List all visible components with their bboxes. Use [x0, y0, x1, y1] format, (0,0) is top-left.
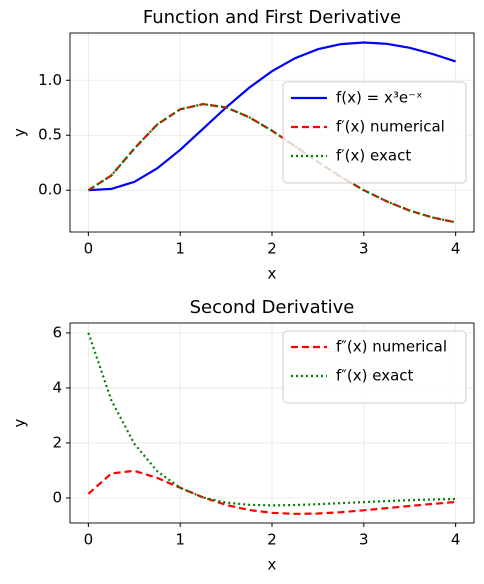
legend-label: f(x) = x³e⁻ˣ [336, 89, 423, 107]
x-tick-label: 3 [359, 240, 369, 258]
legend-label: f′(x) exact [336, 147, 411, 165]
x-tick-label: 0 [84, 240, 94, 258]
x-tick-label: 2 [267, 240, 277, 258]
x-tick-label: 3 [359, 531, 369, 549]
series-line [87, 332, 456, 507]
plot-frame [69, 322, 475, 524]
x-tick-label: 2 [267, 531, 277, 549]
x-tick-label: 1 [175, 531, 185, 549]
x-tick-label: 4 [451, 531, 461, 549]
chart-title: Second Derivative [190, 297, 355, 318]
y-axis-label: y [11, 418, 29, 427]
chart-title: Function and First Derivative [143, 7, 401, 28]
legend-label: f″(x) exact [336, 367, 414, 385]
x-tick-label: 0 [84, 531, 94, 549]
y-tick-label: 0.0 [38, 181, 62, 199]
x-axis-label: x [268, 556, 277, 574]
y-tick-label: 6 [52, 323, 62, 341]
series-line [87, 469, 456, 516]
series-line [88, 41, 456, 192]
legend-box [282, 81, 467, 184]
series-line [87, 102, 456, 224]
x-tick-label: 1 [175, 240, 185, 258]
y-tick-label: 2 [52, 433, 62, 451]
y-axis-label: y [11, 128, 29, 137]
y-tick-label: 4 [52, 378, 62, 396]
y-tick-label: 1.0 [38, 71, 62, 89]
y-tick-label: 0 [52, 488, 62, 506]
legend-box [282, 330, 467, 404]
plot-frame [69, 32, 475, 233]
y-tick-label: 0.5 [38, 126, 62, 144]
legend-label: f″(x) numerical [336, 338, 447, 356]
x-tick-label: 4 [451, 240, 461, 258]
x-axis-label: x [268, 265, 277, 283]
legend-label: f′(x) numerical [336, 118, 445, 136]
